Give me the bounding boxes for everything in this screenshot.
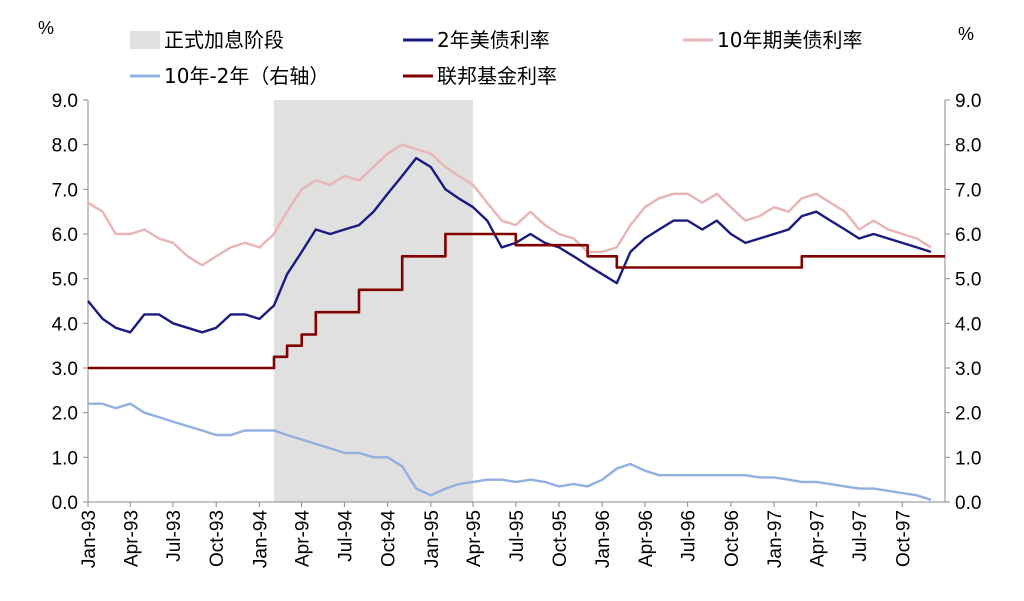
x-tick-label: Jan-96 bbox=[593, 510, 614, 568]
right-tick-label: 4.0 bbox=[955, 314, 981, 335]
right-axis-unit: % bbox=[958, 24, 974, 44]
left-tick-label: 2.0 bbox=[52, 404, 78, 425]
left-tick-label: 0.0 bbox=[52, 493, 78, 514]
x-tick-label: Jul-94 bbox=[335, 510, 356, 562]
left-tick-label: 4.0 bbox=[52, 314, 78, 335]
x-tick-label: Jan-94 bbox=[250, 510, 271, 569]
left-tick-label: 6.0 bbox=[52, 225, 78, 246]
axes: 0.0 1.0 2.0 3.0 4.0 5.0 6.0 7.0 8.0 9.0 0.0 1.0 2.0 3… bbox=[52, 91, 982, 568]
left-tick-label: 8.0 bbox=[52, 136, 78, 157]
left-tick-label: 1.0 bbox=[52, 448, 78, 469]
series-line-0 bbox=[87, 143, 932, 267]
shaded-band-rate-hike bbox=[273, 100, 474, 502]
series-line-1 bbox=[87, 156, 932, 334]
right-tick-label: 5.0 bbox=[955, 270, 981, 291]
legend-label-3: 10年-2年（右轴） bbox=[164, 64, 329, 88]
right-tick-label: 0.0 bbox=[955, 493, 981, 514]
legend-label-4: 联邦基金利率 bbox=[437, 64, 557, 88]
right-tick-label: 1.0 bbox=[955, 448, 981, 469]
shaded-band-layer bbox=[273, 100, 474, 502]
series-line-3 bbox=[88, 232, 945, 370]
legend-label-1: 2年美债利率 bbox=[437, 28, 550, 52]
series-layer bbox=[87, 143, 945, 501]
right-tick-label: 7.0 bbox=[955, 180, 981, 201]
left-tick-label: 7.0 bbox=[52, 180, 78, 201]
legend: 正式加息阶段 2年美债利率 10年期美债利率 10年-2年（右轴） 联邦基金利率 bbox=[130, 28, 862, 88]
x-tick-label: Apr-94 bbox=[293, 510, 314, 567]
right-tick-label: 8.0 bbox=[955, 136, 981, 157]
right-tick-label: 2.0 bbox=[955, 404, 981, 425]
x-tick-label: Oct-94 bbox=[379, 510, 400, 567]
x-tick-label: Apr-95 bbox=[464, 510, 485, 567]
legend-swatch-band bbox=[130, 31, 160, 49]
legend-label-2: 10年期美债利率 bbox=[717, 28, 862, 52]
x-tick-label: Jan-95 bbox=[422, 510, 443, 568]
x-tick-label: Oct-93 bbox=[207, 510, 228, 567]
right-tick-label: 9.0 bbox=[955, 91, 981, 112]
x-tick-label: Jul-93 bbox=[164, 510, 185, 562]
x-tick-label: Apr-97 bbox=[807, 510, 828, 567]
x-tick-label: Apr-93 bbox=[121, 510, 142, 567]
x-tick-label: Oct-97 bbox=[893, 510, 914, 567]
x-tick-label: Jul-96 bbox=[679, 510, 700, 562]
x-tick-label: Apr-96 bbox=[636, 510, 657, 567]
left-axis-unit: % bbox=[38, 18, 54, 38]
left-tick-label: 3.0 bbox=[52, 359, 78, 380]
left-tick-label: 9.0 bbox=[52, 91, 78, 112]
right-tick-label: 6.0 bbox=[955, 225, 981, 246]
x-tick-label: Jan-97 bbox=[765, 510, 786, 568]
series-line-2 bbox=[88, 402, 932, 501]
x-tick-label: Jul-97 bbox=[850, 510, 871, 562]
x-tick-label: Jul-95 bbox=[507, 510, 528, 562]
legend-label-0: 正式加息阶段 bbox=[164, 28, 284, 52]
x-tick-label: Jan-93 bbox=[79, 510, 100, 568]
x-tick-label: Oct-96 bbox=[722, 510, 743, 567]
x-tick-label: Oct-95 bbox=[550, 510, 571, 567]
left-tick-label: 5.0 bbox=[52, 270, 78, 291]
right-tick-label: 3.0 bbox=[955, 359, 981, 380]
